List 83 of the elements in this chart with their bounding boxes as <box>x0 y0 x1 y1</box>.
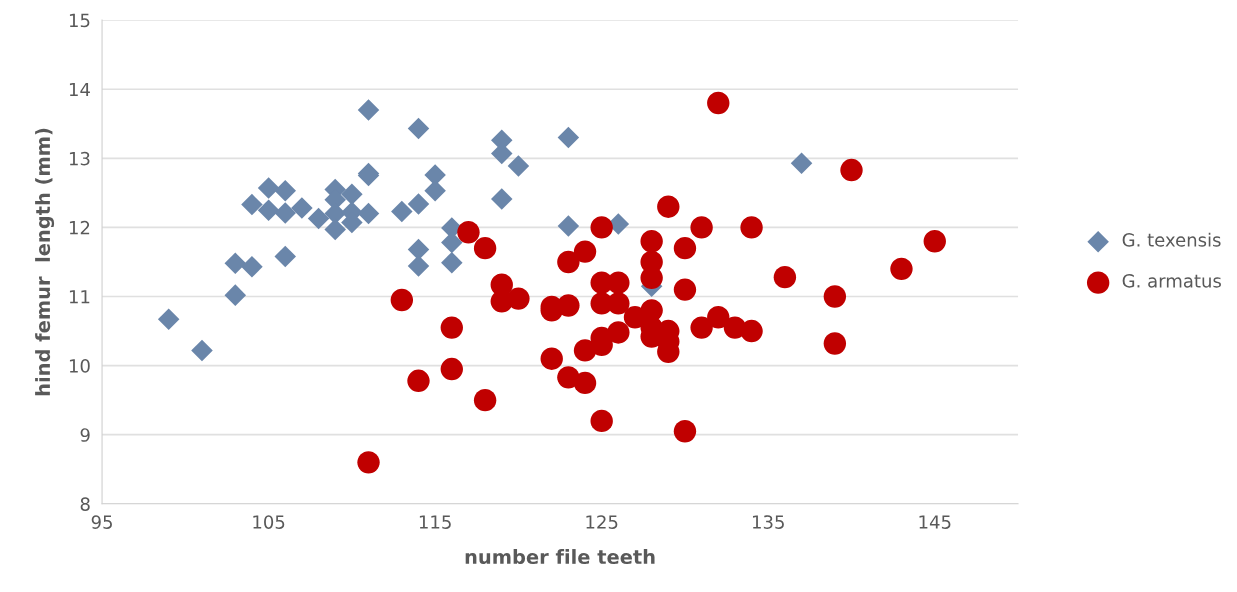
point <box>573 240 597 263</box>
point <box>607 292 630 315</box>
x-tick-label: 105 <box>253 515 285 529</box>
point <box>557 294 580 317</box>
point <box>607 321 630 344</box>
point <box>473 236 497 260</box>
point <box>457 221 480 244</box>
point <box>573 371 597 395</box>
y-tick-label: 13 <box>69 151 90 166</box>
point <box>257 177 280 199</box>
point <box>507 287 530 310</box>
point <box>823 332 847 355</box>
legend-label: G. texensis <box>1122 232 1221 247</box>
y-tick-label: 8 <box>80 497 90 511</box>
point <box>357 202 380 225</box>
point <box>823 285 847 308</box>
y-tick-label: 10 <box>69 359 90 373</box>
point <box>773 265 797 289</box>
point <box>640 230 663 253</box>
point <box>274 202 297 224</box>
point <box>790 152 813 174</box>
point <box>491 188 513 210</box>
point <box>690 216 713 239</box>
x-axis-title: number file teeth <box>465 549 655 565</box>
point <box>690 316 713 339</box>
point <box>357 451 380 474</box>
point <box>157 308 180 331</box>
point <box>673 278 697 301</box>
point <box>191 339 213 362</box>
point <box>657 195 680 218</box>
point <box>557 215 580 237</box>
point <box>707 306 730 329</box>
point <box>274 180 297 202</box>
point <box>407 117 430 140</box>
point <box>324 218 346 241</box>
y-tick-label: 15 <box>69 13 90 28</box>
point <box>407 193 430 215</box>
point <box>224 252 247 275</box>
x-tick-label: 95 <box>91 515 112 529</box>
point <box>241 193 263 216</box>
point <box>407 255 430 277</box>
point <box>257 199 280 221</box>
y-tick-label: 11 <box>69 290 90 304</box>
point <box>440 316 463 339</box>
point <box>274 245 297 268</box>
point <box>441 251 463 274</box>
point <box>391 200 413 223</box>
point <box>424 164 446 186</box>
point <box>540 347 563 370</box>
point <box>557 126 580 149</box>
point <box>607 271 630 294</box>
point <box>224 284 247 306</box>
legend-label: G. armatus <box>1122 274 1221 288</box>
y-tick-label: 12 <box>69 220 90 235</box>
point <box>507 155 530 177</box>
x-tick-label: 115 <box>419 515 451 529</box>
point <box>407 369 430 392</box>
x-tick-label: 135 <box>752 515 784 529</box>
x-tick-label: 145 <box>919 515 951 529</box>
y-tick-label: 14 <box>69 82 90 97</box>
point <box>707 91 730 115</box>
point <box>473 388 497 412</box>
point <box>923 230 946 253</box>
point <box>840 158 863 182</box>
y-axis-title: hind femur length (mm) <box>35 128 55 396</box>
x-tick-label: 125 <box>586 515 618 529</box>
point <box>557 250 580 274</box>
point <box>357 99 380 121</box>
point <box>740 216 763 239</box>
point <box>740 319 763 343</box>
point <box>390 288 414 312</box>
point <box>673 236 697 260</box>
point <box>341 183 363 206</box>
point <box>440 357 463 381</box>
point <box>291 197 313 219</box>
point <box>890 257 913 281</box>
point <box>424 180 446 202</box>
point <box>590 216 613 239</box>
point <box>241 256 263 278</box>
point <box>307 207 330 230</box>
point <box>590 409 613 433</box>
y-tick-label: 9 <box>80 428 90 442</box>
point <box>673 420 697 443</box>
